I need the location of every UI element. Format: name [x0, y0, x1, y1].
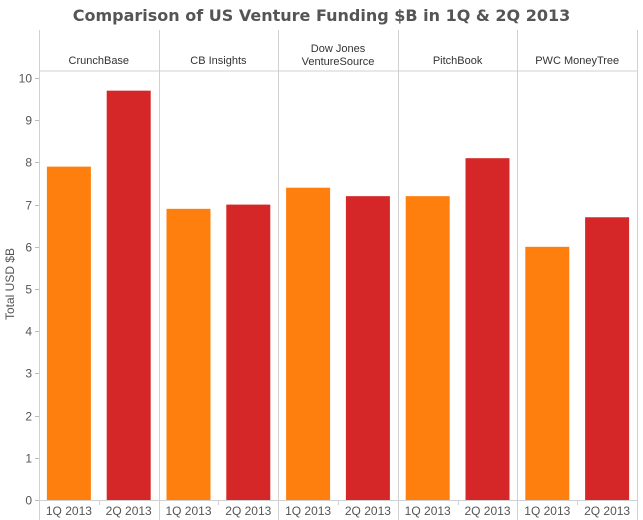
y-axis: 0 1 2 3 4 5 6 7 8 9 10 — [19, 72, 39, 508]
bar — [345, 196, 390, 500]
bar — [166, 208, 211, 500]
bar — [585, 217, 630, 500]
panel-headers: CrunchBase CB Insights Dow Jones VentureSou… — [69, 43, 620, 68]
x-tick-label: 1Q 2013 — [285, 504, 331, 518]
bar — [465, 158, 510, 500]
y-tick-label: 4 — [25, 325, 32, 339]
panel-header-line: Dow Jones — [311, 43, 366, 55]
x-tick-label: 2Q 2013 — [225, 504, 271, 518]
bar — [226, 204, 271, 500]
y-tick-label: 3 — [25, 367, 32, 381]
y-tick-label: 2 — [25, 410, 32, 424]
x-tick-label: 1Q 2013 — [46, 504, 92, 518]
y-tick-label: 1 — [25, 452, 32, 466]
x-tick-label: 2Q 2013 — [106, 504, 152, 518]
bar — [405, 196, 450, 500]
bar — [106, 90, 151, 500]
y-tick-label: 9 — [25, 114, 32, 128]
bars — [46, 90, 630, 500]
panel-header: Dow Jones VentureSource — [302, 43, 375, 68]
chart-title: Comparison of US Venture Funding $B in 1… — [72, 6, 571, 25]
x-tick-label: 1Q 2013 — [405, 504, 451, 518]
x-tick-label: 1Q 2013 — [524, 504, 570, 518]
panel-header: CB Insights — [190, 55, 247, 67]
x-tick-label: 2Q 2013 — [345, 504, 391, 518]
y-tick-label: 5 — [25, 283, 32, 297]
y-axis-label: Total USD $B — [3, 248, 17, 320]
y-tick-label: 10 — [19, 72, 33, 86]
y-tick-label: 6 — [25, 241, 32, 255]
x-tick-label: 2Q 2013 — [464, 504, 510, 518]
panel-header: PitchBook — [433, 55, 483, 67]
bar — [286, 187, 331, 500]
y-tick-label: 0 — [25, 494, 32, 508]
bar — [525, 246, 570, 500]
y-tick-label: 7 — [25, 199, 32, 213]
bar — [46, 166, 91, 500]
x-tick-label: 2Q 2013 — [584, 504, 630, 518]
x-tick-label: 1Q 2013 — [165, 504, 211, 518]
panel-header: PWC MoneyTree — [535, 55, 619, 67]
x-axis: 1Q 2013 2Q 2013 1Q 2013 2Q 2013 1Q 2013 2Q 20… — [46, 500, 630, 518]
panel-header: CrunchBase — [69, 55, 130, 67]
panel-header-line: VentureSource — [302, 56, 375, 68]
y-tick-label: 8 — [25, 156, 32, 170]
